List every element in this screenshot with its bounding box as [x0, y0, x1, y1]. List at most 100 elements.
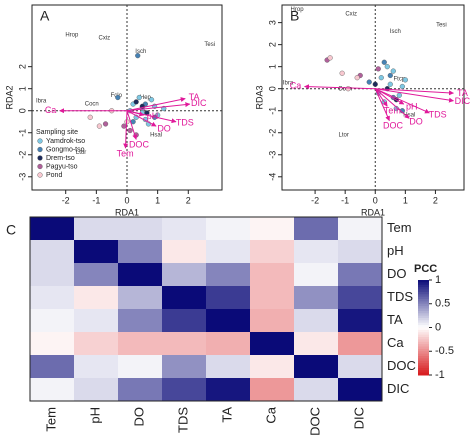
colorbar-step	[418, 372, 429, 376]
site-point	[136, 94, 142, 101]
y-tick-label: 2	[17, 64, 27, 69]
heat-cell	[118, 378, 162, 401]
site-point	[378, 75, 384, 81]
colorbar-step	[418, 313, 429, 317]
y-tick-label: 2	[267, 42, 277, 47]
env-arrow	[126, 110, 145, 117]
heat-cell	[294, 263, 338, 286]
y-tick-label: 0	[17, 108, 27, 113]
heat-cell	[162, 332, 206, 355]
site-point	[390, 68, 396, 74]
heat-cell	[162, 217, 206, 240]
y-tick-label: 1	[267, 64, 277, 69]
x-axis-label: RDA1	[115, 207, 139, 217]
heat-cell	[250, 378, 294, 401]
x-tick-label: -1	[92, 195, 100, 205]
heat-cell	[294, 378, 338, 401]
panel-label: C	[6, 222, 16, 238]
colorbar-step	[418, 289, 429, 293]
heat-cell	[294, 309, 338, 332]
heat-cell	[206, 378, 250, 401]
heat-cell	[338, 355, 382, 378]
site-point	[127, 127, 133, 134]
env-arrow	[375, 88, 454, 96]
legend-swatch	[37, 155, 43, 161]
arrow-label: TA	[457, 88, 468, 98]
heat-cell	[338, 217, 382, 240]
site-point	[375, 66, 381, 72]
colorbar-step	[418, 284, 429, 288]
arrow-label: Ca	[45, 105, 57, 115]
arrow-label: pH	[406, 101, 418, 111]
y-axis-label: RDA3	[254, 85, 264, 109]
row-label: DIC	[387, 381, 409, 396]
env-arrow	[126, 97, 186, 112]
x-tick-label: 0	[373, 195, 378, 205]
col-label: DIC	[351, 407, 366, 429]
legend-swatch	[37, 172, 43, 178]
y-tick-label: -2	[267, 129, 277, 137]
species-label: Isch	[390, 29, 401, 35]
heat-frame	[29, 216, 383, 402]
x-tick-label: 0	[124, 195, 129, 205]
heat-cell	[206, 240, 250, 263]
colorbar-step	[418, 327, 429, 331]
arrow-label: pH	[147, 111, 159, 121]
colorbar-step	[418, 341, 429, 345]
species-label: Tesi	[436, 22, 447, 28]
colorbar-step	[418, 344, 429, 347]
site-point	[387, 81, 393, 87]
heat-cell	[250, 263, 294, 286]
legend-label: Yamdrok-tso	[46, 138, 85, 145]
heat-cell	[250, 286, 294, 309]
y-tick-label: 3	[267, 20, 277, 25]
col-label: Tem	[43, 407, 58, 432]
colorbar-tick-label: -1	[435, 369, 445, 381]
row-label: TA	[387, 312, 403, 327]
colorbar-step	[418, 332, 429, 336]
heat-cell	[250, 309, 294, 332]
colorbar-tick-label: 0	[435, 321, 441, 333]
y-tick-label: 0	[267, 86, 277, 91]
colorbar-step	[418, 301, 429, 305]
legend-swatch	[37, 163, 43, 170]
heat-cell	[206, 332, 250, 355]
site-point	[133, 99, 139, 105]
colorbar-tick-label: 0.5	[435, 298, 450, 310]
col-label: DO	[131, 407, 146, 427]
y-tick-label: -1	[267, 107, 277, 115]
heat-cell	[74, 240, 118, 263]
x-tick-label: -2	[311, 195, 319, 205]
heat-cell	[294, 240, 338, 263]
colorbar-step	[418, 339, 429, 343]
species-label: Cocn	[85, 102, 99, 108]
legend-label: Drem-tso	[46, 155, 75, 162]
heat-cell	[74, 309, 118, 332]
heat-cell	[74, 332, 118, 355]
colorbar-step	[418, 337, 429, 340]
env-arrow	[374, 88, 410, 119]
col-label: pH	[87, 407, 102, 424]
heat-cell	[162, 286, 206, 309]
heat-cell	[74, 355, 118, 378]
heat-cell	[338, 332, 382, 355]
heat-cell	[250, 240, 294, 263]
site-point	[384, 64, 390, 70]
env-arrow	[375, 88, 454, 103]
site-point	[345, 86, 351, 92]
species-label: Hrop	[65, 32, 79, 38]
heat-cell	[206, 217, 250, 240]
x-tick-label: -2	[62, 195, 70, 205]
colorbar-step	[418, 329, 429, 333]
heat-cell	[30, 263, 74, 286]
heat-cell	[118, 217, 162, 240]
colorbar-step	[418, 320, 429, 324]
colorbar-step	[418, 308, 429, 312]
colorbar-step	[418, 315, 429, 319]
arrow-label: Tem	[117, 149, 134, 159]
heat-cell	[118, 332, 162, 355]
heat-cell	[338, 309, 382, 332]
site-point	[339, 70, 345, 76]
site-point	[372, 81, 378, 87]
x-tick-label: 1	[155, 195, 160, 205]
